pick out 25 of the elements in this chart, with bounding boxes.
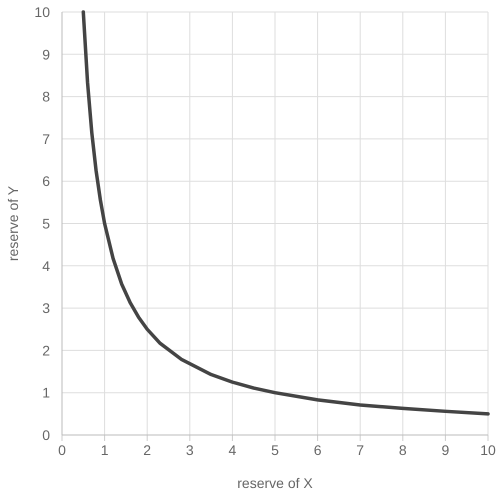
y-tick-label: 6	[42, 173, 50, 190]
y-tick-label: 0	[42, 427, 50, 443]
x-tick-label: 0	[58, 442, 66, 458]
y-tick-label: 9	[42, 46, 50, 62]
x-tick-label: 7	[356, 442, 364, 458]
x-tick-label: 4	[228, 442, 236, 458]
y-tick-label: 8	[42, 88, 50, 105]
y-tick-label: 10	[34, 4, 50, 20]
x-tick-label: 9	[442, 442, 450, 458]
y-axis-title: reserve of Y	[5, 185, 21, 262]
x-tick-label: 6	[314, 442, 322, 458]
x-tick-label: 1	[100, 442, 109, 458]
y-tick-label: 4	[42, 258, 50, 274]
line-series	[82, 10, 490, 416]
x-tick-label: 5	[271, 442, 280, 458]
x-tick-label: 3	[186, 442, 194, 458]
x-tick-label: 10	[480, 442, 496, 458]
x-tick-label: 2	[143, 442, 152, 458]
y-tick-label: 2	[42, 342, 50, 358]
x-tick-label: 8	[398, 442, 407, 458]
x-axis-title: reserve of X	[237, 475, 314, 491]
y-tick-label: 5	[42, 216, 50, 232]
y-tick-label: 1	[42, 384, 50, 401]
y-tick-label: 3	[42, 300, 50, 316]
y-tick-label: 7	[42, 130, 50, 147]
